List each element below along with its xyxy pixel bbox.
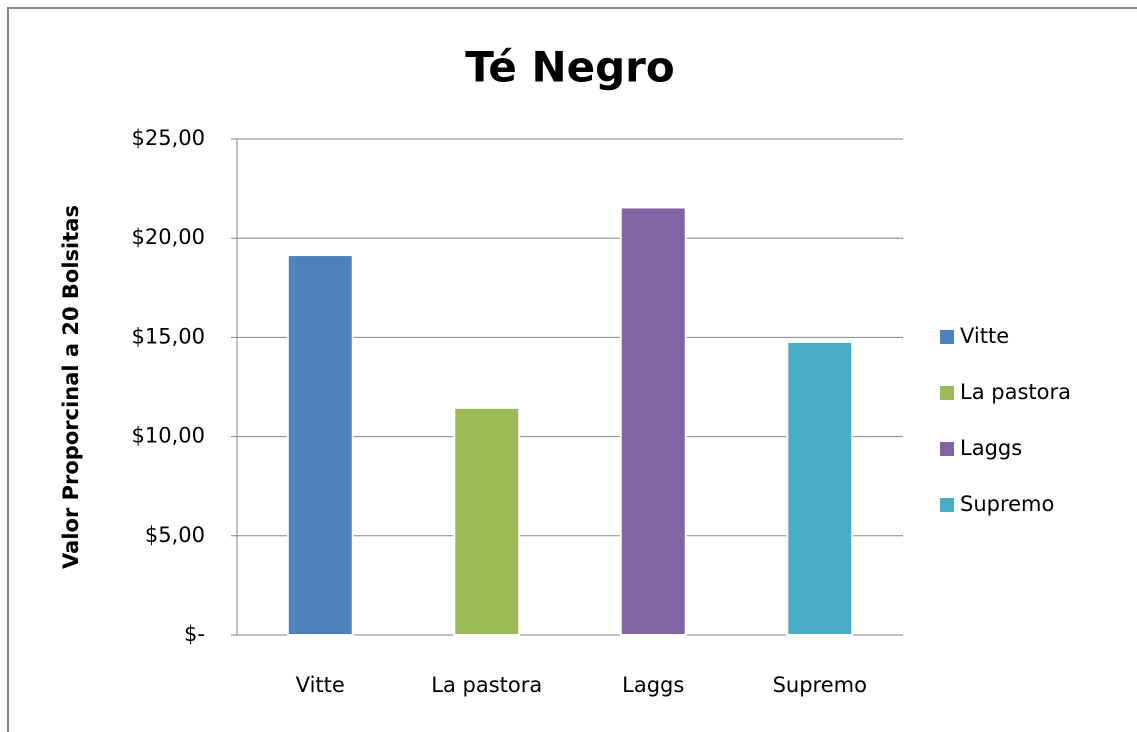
y-tick-label: $5,00 [145,523,205,547]
bar [286,254,354,636]
x-tick-label: Vitte [296,673,345,697]
chart-frame [7,7,1137,732]
y-axis-label: Valor Proporcinal a 20 Bolsitas [59,205,83,569]
y-tick-label: $10,00 [132,424,205,448]
chart-title: Té Negro [465,43,674,92]
legend-label: Vitte [960,324,1009,348]
bar [619,206,687,636]
legend-label: La pastora [960,380,1071,404]
legend-swatch [940,442,954,456]
bar [453,406,521,636]
y-tick-label: $- [184,622,205,646]
legend-swatch [940,386,954,400]
legend-swatch [940,498,954,512]
y-tick-label: $20,00 [132,225,205,249]
x-tick-label: La pastora [431,673,542,697]
legend-swatch [940,330,954,344]
y-tick-label: $25,00 [132,126,205,150]
bar [786,340,854,636]
y-tick-label: $15,00 [132,324,205,348]
legend-label: Laggs [960,436,1022,460]
legend-label: Supremo [960,492,1054,516]
x-tick-label: Supremo [773,673,867,697]
x-tick-label: Laggs [622,673,684,697]
